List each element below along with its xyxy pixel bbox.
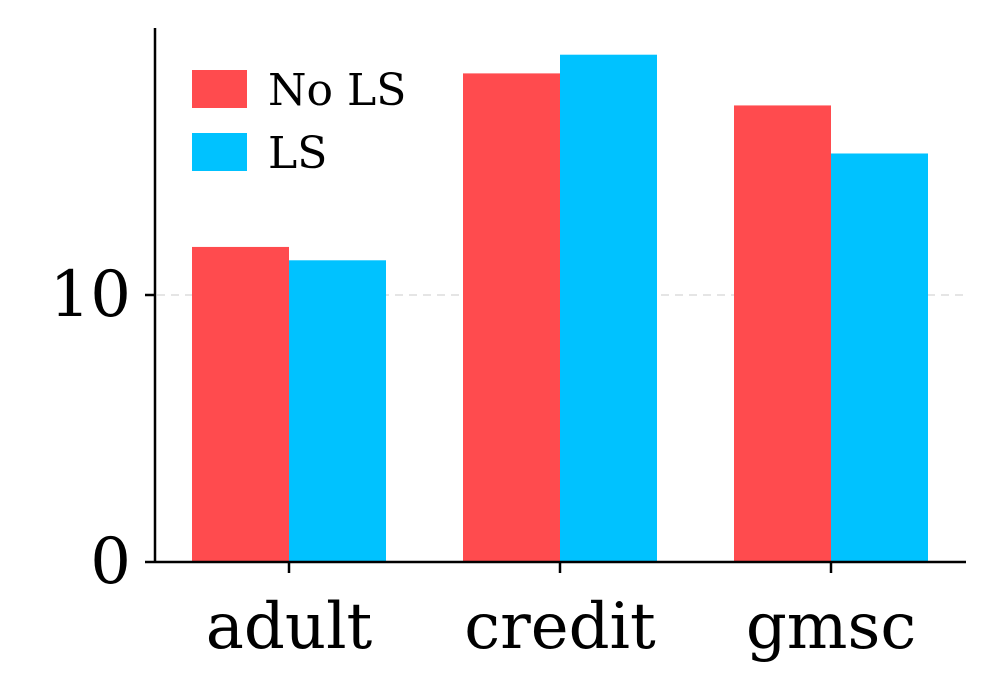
- bar-gmsc-ls: [831, 153, 928, 563]
- x-tick-label-credit: credit: [464, 590, 656, 664]
- y-tick-label-0: 0: [90, 525, 131, 599]
- y-tick-label-10: 10: [50, 258, 131, 332]
- x-tick-label-gmsc: gmsc: [746, 590, 916, 664]
- legend-label-no-ls: No LS: [268, 65, 406, 116]
- legend-swatch-no-ls: [192, 70, 247, 108]
- bar-adult-no-ls: [192, 246, 289, 562]
- legend-swatch-ls: [192, 133, 247, 171]
- bar-gmsc-no-ls: [734, 105, 831, 563]
- legend-label-ls: LS: [268, 128, 327, 179]
- bar-adult-ls: [289, 260, 386, 562]
- bars-layer: [192, 54, 928, 563]
- x-tick-label-adult: adult: [206, 590, 373, 664]
- bar-credit-ls: [560, 54, 657, 562]
- legend: No LS LS: [192, 65, 406, 179]
- ticks-layer: 0 10 adult credit gmsc: [50, 258, 917, 664]
- bar-credit-no-ls: [463, 73, 560, 562]
